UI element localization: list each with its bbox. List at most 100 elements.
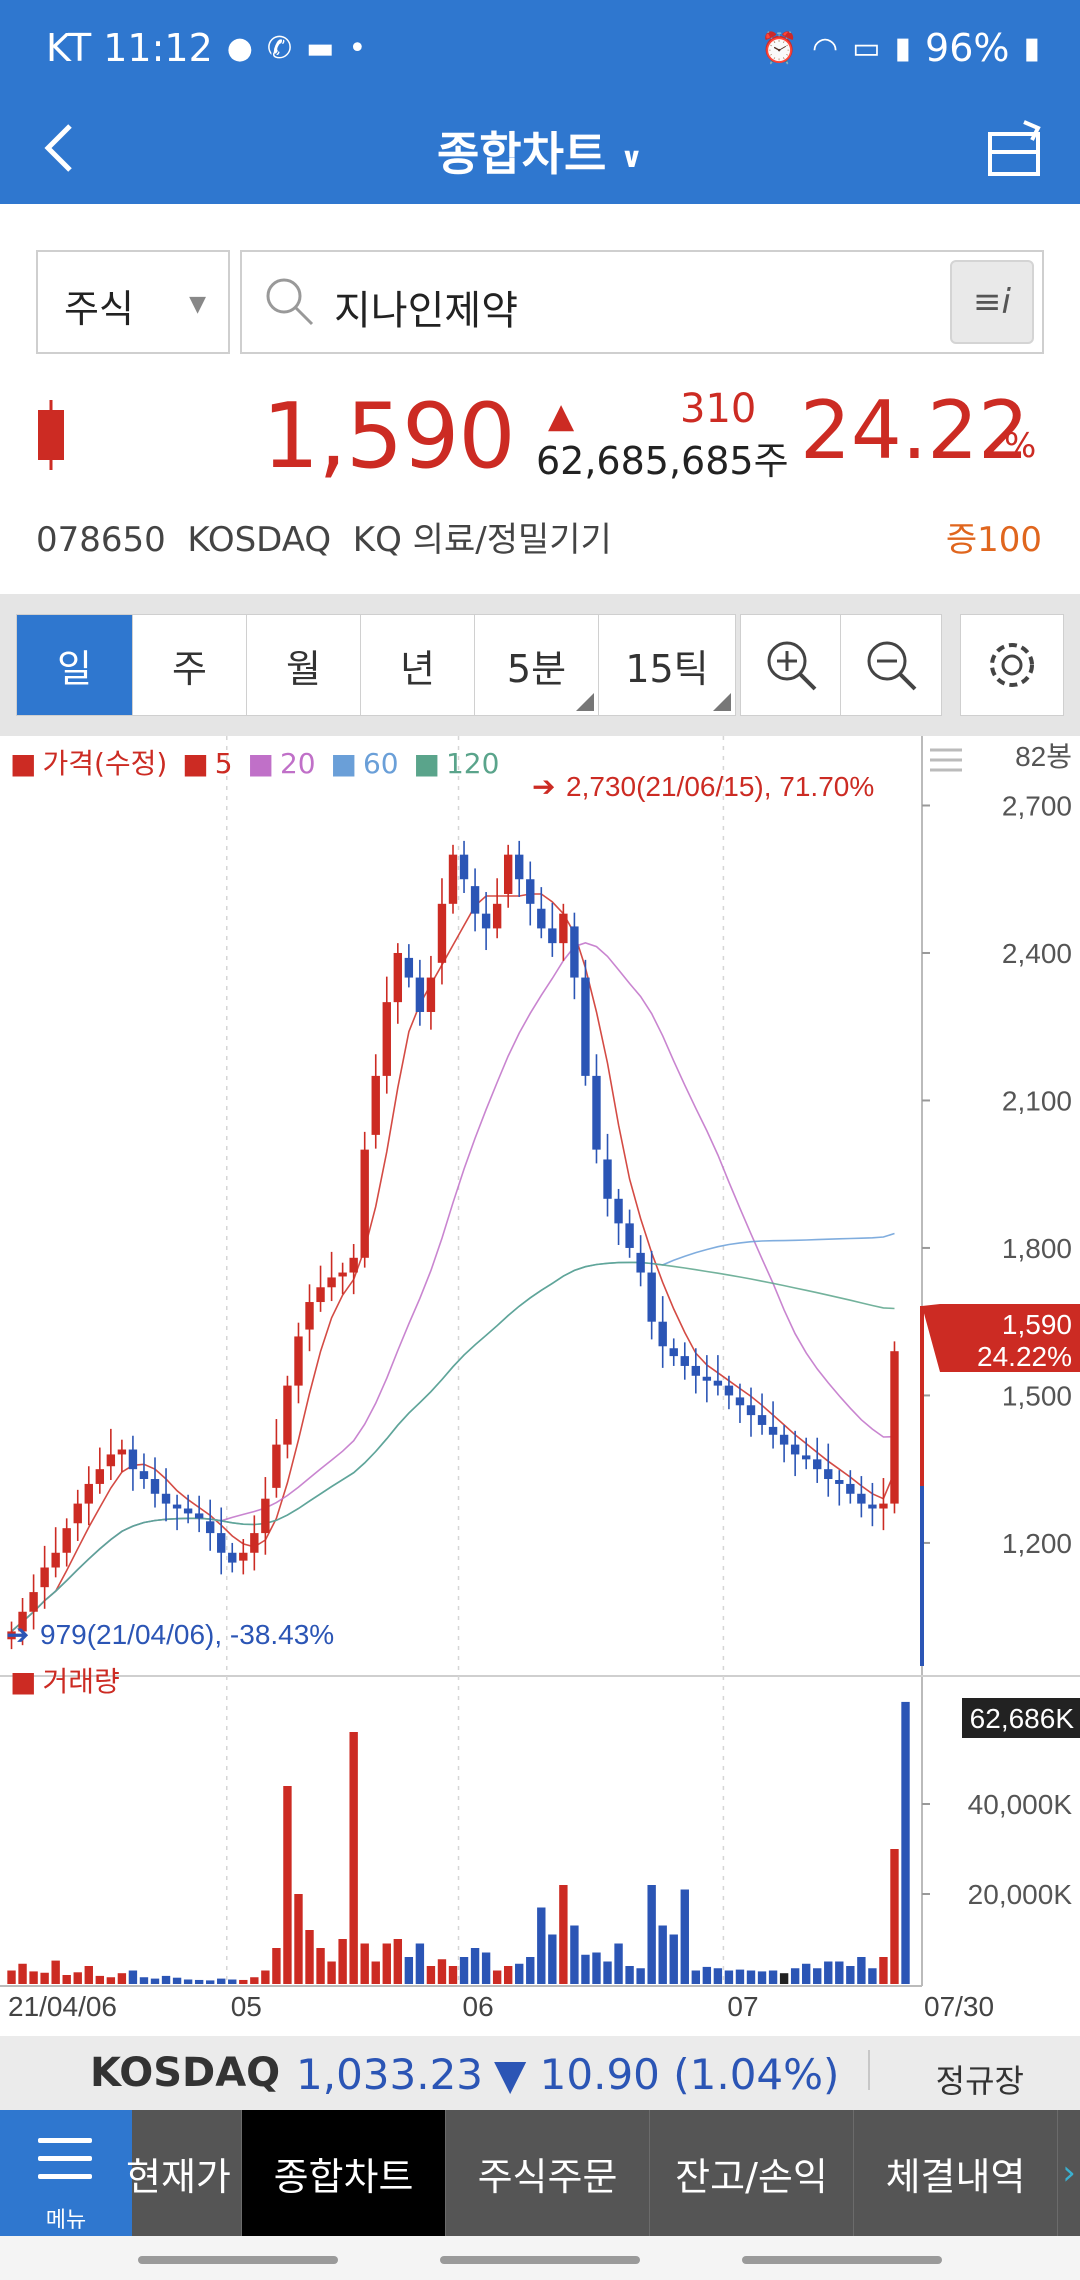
search-icon — [266, 278, 314, 326]
divider — [868, 2050, 870, 2090]
volume-bar — [426, 1966, 436, 1984]
asset-type-select[interactable]: 주식 ▼ — [36, 250, 230, 354]
bars-count-label: 82봉 — [1015, 741, 1072, 772]
candle-body — [680, 1356, 689, 1366]
volume-bar — [217, 1978, 226, 1984]
candle-body — [426, 977, 436, 1012]
volume-bar — [636, 1968, 645, 1984]
volume-bar — [702, 1966, 712, 1984]
volume-bar — [746, 1970, 756, 1984]
period-week[interactable]: 주 — [133, 615, 247, 715]
volume-bar — [824, 1961, 833, 1984]
system-gesture-bar — [0, 2236, 1080, 2280]
candle-body — [835, 1480, 844, 1484]
volume-bar — [526, 1957, 535, 1984]
period-label: 5분 — [506, 646, 567, 691]
market-index-bar[interactable]: KOSDAQ 1,033.23 ▼ 10.90 (1.04%) 정규장 — [0, 2036, 1080, 2110]
x-tick-label: 06 — [463, 1991, 494, 2022]
candle-body — [801, 1455, 811, 1460]
low-annotation: 979(21/04/06), -38.43% — [40, 1619, 334, 1650]
volume-bar — [448, 1966, 458, 1984]
zoom-in-button[interactable] — [741, 615, 841, 715]
volume-bar — [813, 1968, 822, 1984]
tab-executions[interactable]: 체결내역 — [854, 2110, 1058, 2236]
candle-body — [658, 1321, 667, 1347]
export-button[interactable] — [980, 114, 1050, 184]
volume-bar — [559, 1885, 568, 1984]
volume-bar — [393, 1939, 403, 1984]
candle-body — [272, 1444, 281, 1488]
volume-bars — [7, 1701, 910, 1984]
more-options-icon — [576, 693, 594, 711]
candle-body — [724, 1385, 734, 1396]
volume-bar — [647, 1885, 656, 1984]
volume-bar — [172, 1977, 182, 1984]
price-volume-chart[interactable]: 2,700 2,400 2,100 1,800 1,500 1,200 40,000K 20… — [0, 736, 1080, 2036]
candle-body — [228, 1552, 237, 1563]
stock-info-button[interactable]: ≡i — [950, 260, 1034, 344]
volume-bar — [194, 1979, 204, 1984]
candle-body — [415, 977, 425, 1012]
legend-ma5: 5 — [214, 747, 233, 780]
chart-settings-button[interactable] — [961, 615, 1063, 715]
volume-bar — [437, 1959, 447, 1984]
zoom-in-icon — [767, 641, 816, 691]
zoom-out-button[interactable] — [841, 615, 941, 715]
price-range-bar-up — [920, 1306, 924, 1486]
moving-average-lines — [10, 893, 896, 1632]
drag-handle-icon[interactable] — [930, 748, 962, 772]
candle-body — [40, 1567, 49, 1588]
volume-bar — [183, 1979, 193, 1984]
tab-current-price[interactable]: 현재가 — [126, 2110, 242, 2236]
volume-bar — [691, 1970, 701, 1984]
candle-body — [360, 1149, 369, 1258]
period-5min[interactable]: 5분 — [475, 615, 599, 715]
menu-button[interactable]: 메뉴 — [0, 2110, 132, 2236]
period-year[interactable]: 년 — [361, 615, 475, 715]
candle-body — [790, 1444, 800, 1455]
candle-body — [51, 1552, 60, 1568]
volume-tag: 62,686K — [970, 1703, 1075, 1734]
market-session: 정규장 — [935, 2062, 1024, 2100]
candle-body — [702, 1376, 712, 1381]
candle-body — [603, 1159, 612, 1199]
candle-body — [713, 1380, 723, 1386]
tab-integrated-chart[interactable]: 종합차트 — [242, 2110, 446, 2236]
y-tick-label: 20,000K — [968, 1879, 1073, 1910]
volume-tag-bg — [962, 1698, 1080, 1738]
screen-title-dropdown[interactable]: 종합차트 ∨ — [0, 118, 1080, 184]
candle-body — [559, 913, 568, 944]
back-button[interactable] — [40, 118, 80, 188]
period-day[interactable]: 일 — [17, 615, 133, 715]
chevron-right-icon[interactable]: › — [1062, 2153, 1076, 2193]
legend-ma5-swatch: ■ — [182, 747, 209, 780]
tab-stock-order[interactable]: 주식주문 — [446, 2110, 650, 2236]
legend-volume-swatch: ■ — [10, 1665, 37, 1698]
candle-body — [250, 1533, 259, 1553]
volume-bar — [790, 1968, 800, 1984]
candle-body — [117, 1449, 127, 1455]
stock-search-input[interactable]: 지나인제약 ≡i — [240, 250, 1044, 354]
candle-body — [846, 1483, 855, 1494]
period-month[interactable]: 월 — [247, 615, 361, 715]
volume-bar — [117, 1973, 127, 1984]
tab-balance[interactable]: 잔고/손익 — [650, 2110, 854, 2236]
period-15tick[interactable]: 15틱 — [599, 615, 735, 715]
screen-title: 종합차트 — [436, 127, 607, 181]
legend-ma120: 120 — [445, 747, 500, 780]
candle-body — [327, 1277, 336, 1288]
menu-label: 메뉴 — [45, 2208, 87, 2233]
volume-bar — [272, 1948, 281, 1984]
tab-label: 주식주문 — [477, 2154, 618, 2199]
volume-bar — [382, 1943, 391, 1984]
volume-bar — [316, 1948, 325, 1984]
candle-body — [735, 1397, 745, 1406]
candle-body — [890, 1351, 899, 1504]
volume-bar — [7, 1970, 16, 1984]
chart-area[interactable]: 2,700 2,400 2,100 1,800 1,500 1,200 40,000K 20… — [0, 736, 1080, 2036]
volume-bar — [713, 1968, 723, 1984]
volume-axis: 40,000K 20,000K — [922, 1789, 1072, 1910]
candle-body — [183, 1508, 193, 1514]
legend-price: 가격(수정) — [42, 747, 168, 780]
volume-bar — [62, 1975, 71, 1984]
